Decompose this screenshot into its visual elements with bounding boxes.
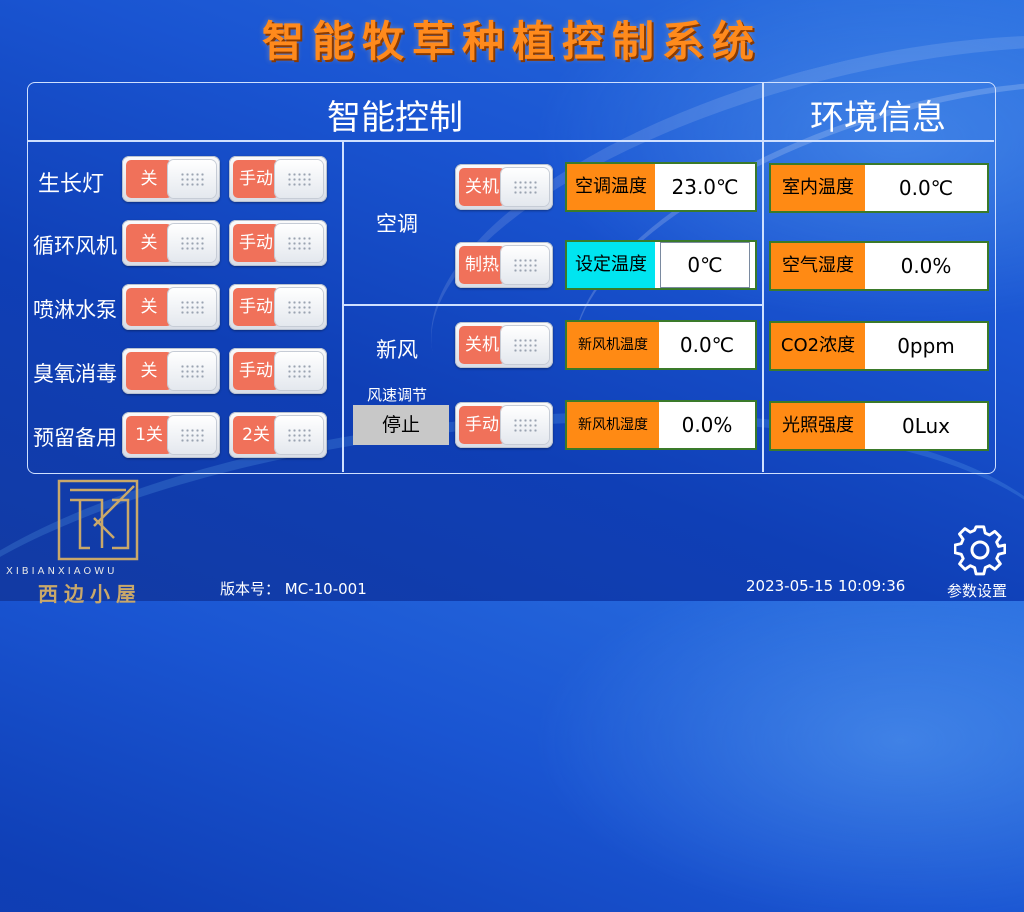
display-key: 室内温度 <box>771 165 865 211</box>
divider <box>342 141 344 472</box>
display-key: 新风机温度 <box>567 322 659 368</box>
device-state-toggle[interactable]: 关 <box>122 220 220 266</box>
toggle-knob <box>275 224 323 262</box>
toggle-label: 手动 <box>233 288 279 326</box>
device-state-toggle[interactable]: 1关 <box>122 412 220 458</box>
ac-temp-display: 空调温度 23.0℃ <box>567 164 755 210</box>
display-value: 0.0℃ <box>865 165 987 211</box>
toggle-label: 关机 <box>459 168 505 206</box>
toggle-knob <box>168 160 216 198</box>
toggle-label: 制热 <box>459 246 505 284</box>
version-text: 版本号： MC-10-001 <box>220 578 367 599</box>
fan-stop-button[interactable]: 停止 <box>353 405 449 445</box>
fresh-air-label: 新风 <box>376 338 418 362</box>
env-display: 空气湿度 0.0% <box>771 243 987 289</box>
ac-label: 空调 <box>376 212 418 236</box>
device-mode-toggle[interactable]: 手动 <box>229 348 327 394</box>
ac-mode-toggle[interactable]: 制热 <box>455 242 553 288</box>
divider <box>762 83 764 472</box>
device-label: 喷淋水泵 <box>33 298 117 322</box>
display-key: CO2浓度 <box>771 323 865 369</box>
toggle-knob <box>501 246 549 284</box>
toggle-label: 1关 <box>126 416 172 454</box>
fresh-air-temp-display: 新风机温度 0.0℃ <box>567 322 755 368</box>
display-key: 设定温度 <box>567 242 655 288</box>
display-key: 空气湿度 <box>771 243 865 289</box>
display-value: 0Lux <box>865 403 987 449</box>
toggle-label: 手动 <box>233 160 279 198</box>
toggle-knob <box>168 288 216 326</box>
toggle-label: 2关 <box>233 416 279 454</box>
section-title-env: 环境信息 <box>810 98 946 138</box>
toggle-label: 关 <box>126 288 172 326</box>
device-mode-toggle[interactable]: 手动 <box>229 220 327 266</box>
device-label: 预留备用 <box>33 426 117 450</box>
divider <box>343 304 762 306</box>
toggle-knob <box>275 352 323 390</box>
fresh-air-mode-toggle[interactable]: 手动 <box>455 402 553 448</box>
fresh-air-power-toggle[interactable]: 关机 <box>455 322 553 368</box>
toggle-knob <box>168 416 216 454</box>
env-display: CO2浓度 0ppm <box>771 323 987 369</box>
settings-button[interactable]: 参数设置 <box>944 520 1016 600</box>
display-value: 0.0% <box>865 243 987 289</box>
display-value: 23.0℃ <box>655 164 755 210</box>
toggle-label: 手动 <box>233 352 279 390</box>
toggle-knob <box>275 160 323 198</box>
env-display: 光照强度 0Lux <box>771 403 987 449</box>
divider <box>28 140 994 142</box>
logo-icon <box>56 478 140 562</box>
gear-icon <box>953 524 1007 576</box>
display-key: 光照强度 <box>771 403 865 449</box>
toggle-label: 关 <box>126 352 172 390</box>
datetime: 2023-05-15 10:09:36 <box>746 577 906 595</box>
app-title: 智能牧草种植控制系统 <box>261 17 762 66</box>
device-mode-toggle[interactable]: 手动 <box>229 156 327 202</box>
display-value: 0.0% <box>659 402 755 448</box>
ac-power-toggle[interactable]: 关机 <box>455 164 553 210</box>
display-value: 0ppm <box>865 323 987 369</box>
ac-setpoint-display[interactable]: 设定温度 0℃ <box>567 242 755 288</box>
toggle-label: 关机 <box>459 326 505 364</box>
device-label: 生长灯 <box>38 172 105 197</box>
toggle-knob <box>501 168 549 206</box>
fan-speed-label: 风速调节 <box>367 386 428 404</box>
device-label: 循环风机 <box>33 234 117 258</box>
device-state-toggle[interactable]: 关 <box>122 348 220 394</box>
logo-brand: 西边小屋 <box>38 582 142 606</box>
display-value: 0.0℃ <box>659 322 755 368</box>
section-title-control: 智能控制 <box>327 98 463 138</box>
device-mode-toggle[interactable]: 手动 <box>229 284 327 330</box>
toggle-knob <box>501 406 549 444</box>
toggle-knob <box>275 288 323 326</box>
toggle-knob <box>275 416 323 454</box>
toggle-label: 手动 <box>233 224 279 262</box>
logo-pinyin: XIBIANXIAOWU <box>6 566 118 577</box>
device-state-toggle[interactable]: 关 <box>122 284 220 330</box>
toggle-label: 关 <box>126 224 172 262</box>
main-panel <box>27 82 996 474</box>
toggle-label: 手动 <box>459 406 505 444</box>
version-value: MC-10-001 <box>284 580 367 598</box>
env-display: 室内温度 0.0℃ <box>771 165 987 211</box>
device-mode-toggle[interactable]: 2关 <box>229 412 327 458</box>
toggle-knob <box>501 326 549 364</box>
settings-label: 参数设置 <box>947 582 1008 600</box>
toggle-knob <box>168 224 216 262</box>
device-label: 臭氧消毒 <box>33 362 117 386</box>
display-key: 空调温度 <box>567 164 655 210</box>
toggle-knob <box>168 352 216 390</box>
version-label: 版本号： <box>220 580 281 598</box>
toggle-label: 关 <box>126 160 172 198</box>
device-state-toggle[interactable]: 关 <box>122 156 220 202</box>
display-key: 新风机湿度 <box>567 402 659 448</box>
fresh-air-humidity-display: 新风机湿度 0.0% <box>567 402 755 448</box>
setpoint-input[interactable]: 0℃ <box>660 242 750 288</box>
